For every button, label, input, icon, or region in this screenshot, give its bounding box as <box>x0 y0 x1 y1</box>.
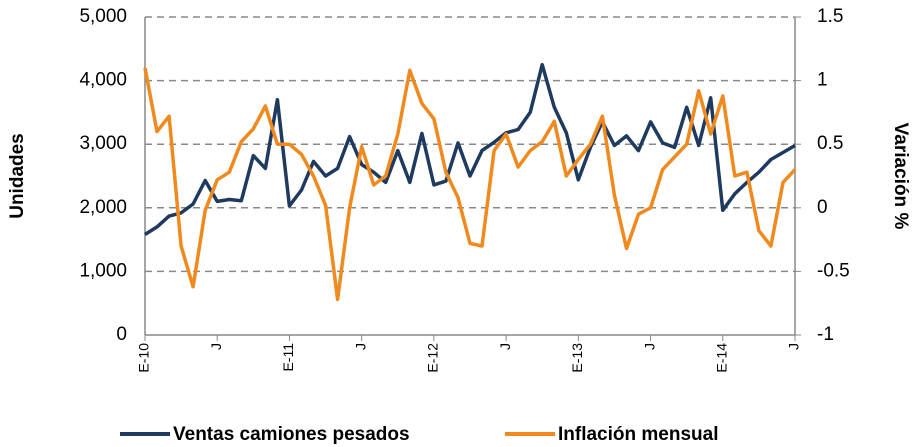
x-tick-label: E-12 <box>425 343 441 373</box>
legend-label: Inflación mensual <box>558 424 718 445</box>
y2-tick-label: -0.5 <box>817 260 850 281</box>
x-tick-label: J <box>641 343 657 350</box>
x-tick-label: J <box>352 343 368 350</box>
x-tick-label: J <box>208 343 224 350</box>
x-tick-label: E-13 <box>569 343 585 373</box>
x-tick-label: J <box>786 343 802 350</box>
x-tick-label: E-11 <box>280 343 296 372</box>
y-axis-title: Unidades <box>7 133 28 219</box>
y2-tick-label: -1 <box>817 324 834 345</box>
y-tick-label: 1,000 <box>79 260 127 281</box>
x-tick-label: E-10 <box>136 343 152 373</box>
y-tick-label: 3,000 <box>79 133 127 154</box>
y2-tick-label: 1 <box>817 70 828 91</box>
y2-tick-label: 0 <box>817 197 828 218</box>
x-tick-label: J <box>497 343 513 350</box>
series-line <box>144 62 796 236</box>
y2-tick-label: 0.5 <box>817 133 843 154</box>
legend-label: Ventas camiones pesados <box>173 424 410 445</box>
y-tick-label: 2,000 <box>79 197 127 218</box>
y-tick-label: 0 <box>116 324 127 345</box>
y2-axis-title: Variación % <box>890 123 911 230</box>
series-line <box>143 67 797 302</box>
x-tick-label: E-14 <box>713 343 729 373</box>
y-tick-label: 4,000 <box>79 70 127 91</box>
y-tick-label: 5,000 <box>79 6 127 27</box>
y2-tick-label: 1.5 <box>817 6 843 27</box>
